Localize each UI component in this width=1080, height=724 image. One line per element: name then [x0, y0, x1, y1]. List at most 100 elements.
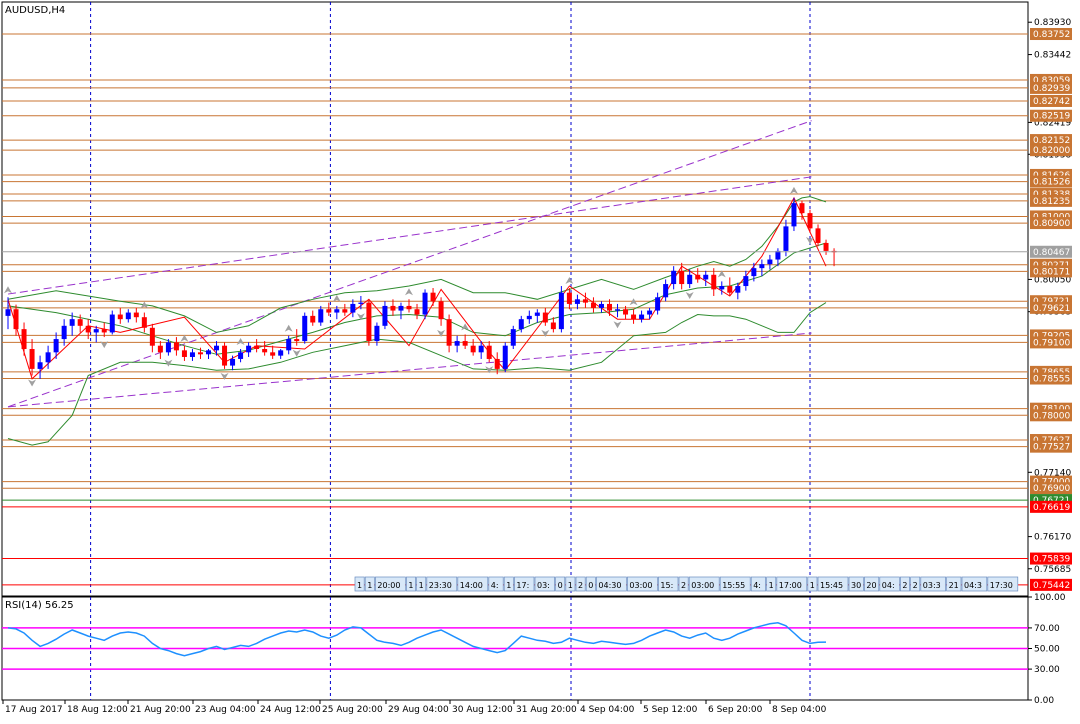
- candle-body: [21, 329, 27, 350]
- candle-body: [246, 345, 252, 353]
- price-level-label: 0.82000: [1033, 146, 1070, 156]
- time-tick-label: 17 Aug 2017: [5, 705, 63, 715]
- session-marker-box: [946, 576, 962, 592]
- session-marker-label: 20:00: [377, 581, 400, 590]
- price-level-tag: [1030, 500, 1072, 513]
- candle-body: [53, 339, 59, 353]
- candle-body: [655, 297, 661, 311]
- rsi-tick-label: 70.00: [1034, 624, 1060, 634]
- candle-body: [390, 305, 396, 311]
- candle-body: [631, 314, 637, 320]
- price-tick-label: 0.76170: [1034, 533, 1071, 543]
- price-level-tag: [1030, 552, 1072, 565]
- fractal-up-marker: [565, 277, 574, 285]
- session-marker-label: 2: [913, 581, 918, 590]
- price-level-label: 0.76900: [1033, 484, 1070, 494]
- candle-body: [719, 286, 725, 290]
- time-tick-label: 25 Aug 20:00: [322, 705, 383, 715]
- price-level-tag: [1030, 81, 1072, 94]
- candle-body: [679, 270, 685, 285]
- candle-body: [462, 341, 468, 346]
- candle-body: [117, 314, 123, 320]
- session-marker-box: [416, 576, 427, 592]
- price-level-label: 0.83059: [1033, 76, 1070, 86]
- time-axis: 17 Aug 2017 18 Aug 12:00 21 Aug 20:00 23 Au…: [2, 700, 827, 715]
- session-marker-box: [807, 576, 818, 592]
- session-marker-box: [678, 576, 689, 592]
- candle-body: [615, 309, 621, 311]
- candle-body: [366, 302, 372, 342]
- price-level-tag: [1030, 482, 1072, 495]
- price-level-label: 0.79100: [1033, 338, 1070, 348]
- price-level-label: 0.75442: [1033, 581, 1070, 591]
- candle-body: [582, 299, 588, 303]
- session-marker-label: 1: [367, 581, 372, 590]
- price-level-tag: [1030, 217, 1072, 230]
- candle-body: [69, 319, 75, 326]
- session-marker-label: 4:: [753, 581, 761, 590]
- candle-body: [254, 345, 260, 350]
- price-level-label: 0.78555: [1033, 375, 1070, 385]
- fractal-up-marker: [461, 323, 470, 331]
- price-tick-label: 0.83442: [1034, 51, 1071, 61]
- session-marker-label: 03:: [537, 581, 550, 590]
- fractal-down-marker: [685, 292, 694, 300]
- candle-body: [735, 286, 741, 293]
- session-marker-label: 14:00: [460, 581, 483, 590]
- candle-body: [310, 315, 316, 323]
- candle-body: [342, 309, 348, 313]
- price-level-label: 0.82152: [1033, 136, 1070, 146]
- session-marker-label: 04:30: [598, 581, 621, 590]
- session-marker-box: [534, 576, 555, 592]
- trendline: [7, 332, 812, 408]
- candle-body: [422, 292, 428, 315]
- session-marker-label: 0: [558, 581, 563, 590]
- candle-body: [230, 358, 236, 366]
- session-marker-label: 03:00: [629, 581, 652, 590]
- candle-body: [703, 274, 709, 280]
- session-marker-label: 04:3: [964, 581, 982, 590]
- price-level-label: 0.80900: [1033, 219, 1070, 229]
- session-marker-label: 15:45: [820, 581, 843, 590]
- price-tick-label: 0.75685: [1034, 565, 1071, 575]
- candle-body: [165, 342, 171, 353]
- session-marker-label: 4:: [491, 581, 499, 590]
- candle-body: [382, 305, 388, 326]
- candle-body: [326, 309, 332, 313]
- candle-body: [238, 352, 244, 359]
- time-tick-label: 5 Sep 12:00: [643, 705, 698, 715]
- fractal-down-marker: [541, 329, 550, 337]
- candle-body: [350, 303, 356, 313]
- fractal-up-marker: [180, 334, 189, 342]
- candle-body: [85, 325, 91, 333]
- time-tick-label: 21 Aug 20:00: [130, 705, 191, 715]
- candle-body: [823, 242, 829, 251]
- fractal-down-marker: [356, 313, 365, 321]
- candle-body: [334, 309, 340, 313]
- session-marker-box: [879, 576, 900, 592]
- session-marker-box: [514, 576, 535, 592]
- fractal-up-marker: [717, 270, 726, 278]
- candle-body: [687, 274, 693, 285]
- candle-body: [791, 203, 797, 227]
- candle-body: [149, 327, 155, 346]
- candle-body: [286, 339, 292, 351]
- candle-body: [502, 345, 508, 369]
- candle-body: [374, 325, 380, 342]
- candle-body: [550, 322, 556, 330]
- session-marker-box: [766, 576, 777, 592]
- fractal-down-marker: [613, 321, 622, 329]
- fractal-up-marker: [236, 338, 245, 346]
- fractal-down-marker: [292, 349, 301, 357]
- candle-body: [759, 264, 765, 269]
- price-level-tag: [1030, 94, 1072, 107]
- session-marker-label: 23:30: [429, 581, 452, 590]
- session-marker-label: 17:00: [779, 581, 802, 590]
- trendline: [7, 120, 812, 408]
- price-level-label: 0.81526: [1033, 178, 1070, 188]
- session-marker-label: 1: [419, 581, 424, 590]
- session-marker-box: [688, 576, 720, 592]
- session-marker-box: [375, 576, 406, 592]
- price-level-tag: [1030, 440, 1072, 453]
- price-level-label: 0.78000: [1033, 411, 1070, 421]
